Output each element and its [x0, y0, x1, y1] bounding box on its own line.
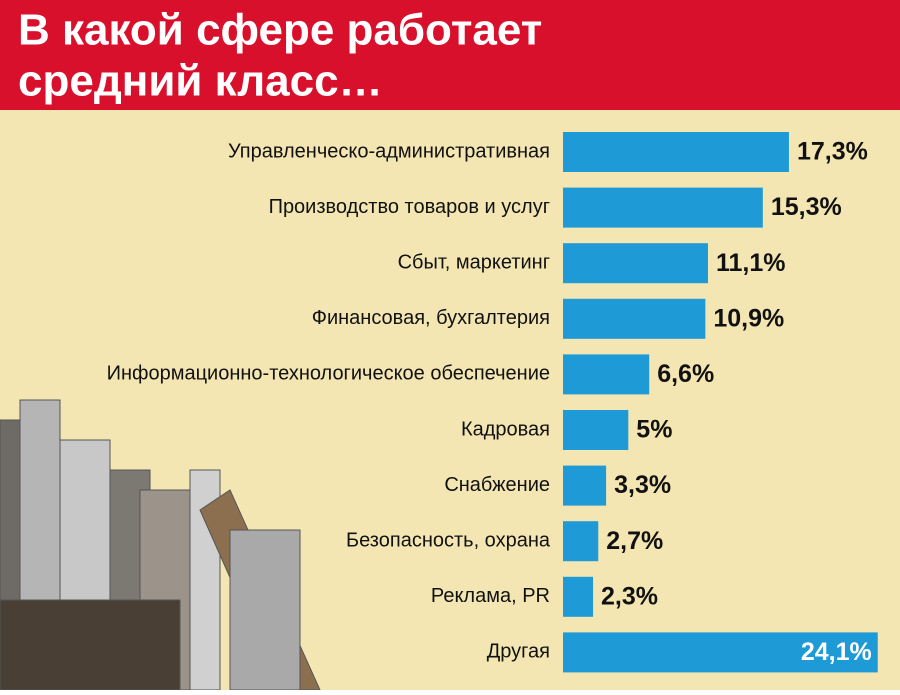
value-label: 3,3%	[614, 471, 671, 499]
bar	[563, 187, 763, 228]
category-label: Другая	[487, 641, 550, 663]
bar	[563, 298, 706, 339]
category-label: Финансовая, бухгалтерия	[312, 307, 550, 329]
bar	[563, 465, 607, 506]
category-label: Производство товаров и услуг	[269, 196, 550, 218]
value-label: 11,1%	[716, 249, 786, 277]
bar	[563, 410, 629, 450]
category-label: Безопасность, охрана	[346, 529, 551, 551]
chart-title: В какой сфере работает	[18, 6, 542, 55]
bar	[563, 132, 789, 172]
category-label: Информационно-технологическое обеспечени…	[107, 363, 550, 385]
chart-title: средний класс…	[18, 57, 383, 106]
value-label: 5%	[636, 416, 672, 444]
value-label: 2,3%	[601, 582, 658, 610]
category-label: Кадровая	[461, 418, 550, 440]
bar	[563, 354, 650, 395]
header-band	[0, 0, 900, 110]
value-label: 2,7%	[606, 527, 663, 555]
bar	[563, 243, 708, 284]
category-label: Сбыт, маркетинг	[398, 251, 550, 273]
bar	[563, 521, 599, 562]
bar	[563, 576, 594, 617]
category-label: Снабжение	[444, 474, 550, 496]
building-illustration	[0, 399, 321, 691]
bar	[563, 632, 878, 673]
value-label: 17,3%	[797, 138, 868, 166]
value-label: 10,9%	[713, 304, 784, 332]
value-label: 6,6%	[657, 360, 714, 388]
value-label: 15,3%	[771, 193, 842, 221]
category-label: Управленческо-административная	[228, 140, 550, 162]
value-label: 24,1%	[801, 638, 872, 666]
category-label: Реклама, PR	[431, 585, 550, 607]
